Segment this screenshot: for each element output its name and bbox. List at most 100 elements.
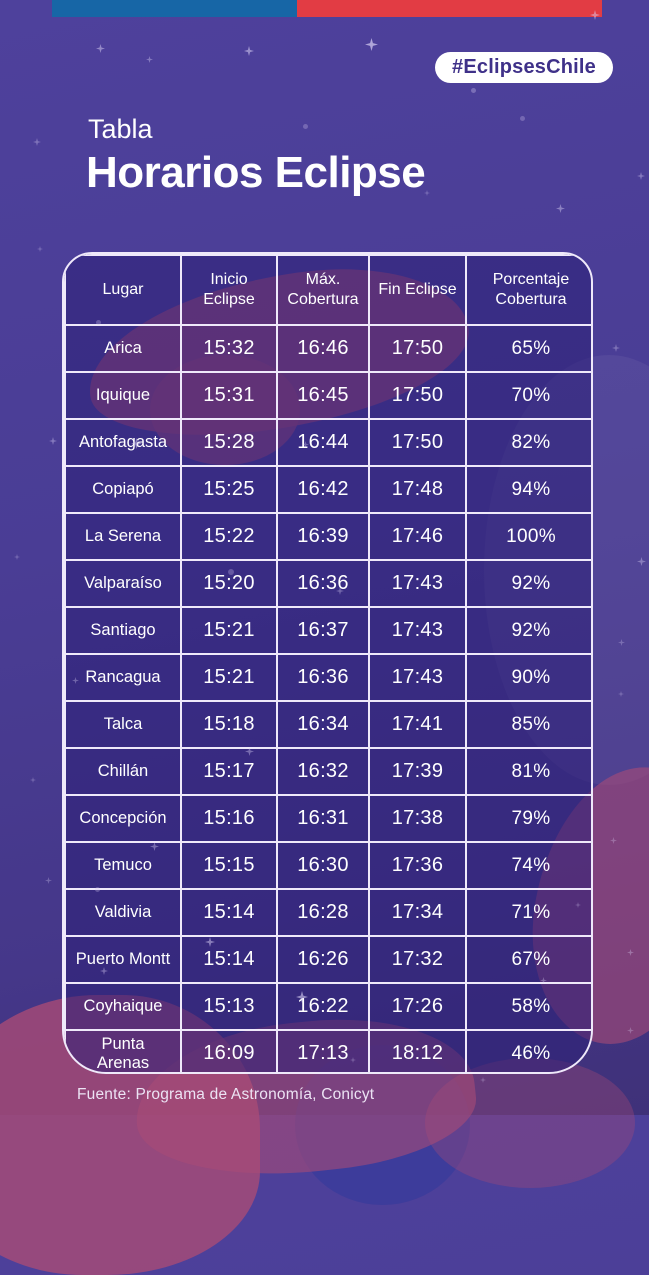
sparkle-icon [96,320,101,325]
fin-cell: 17:38 [368,794,467,843]
sparkle-icon [627,1027,634,1034]
table-row: Coyhaique 15:13 16:22 17:26 58% [64,982,591,1031]
inicio-cell: 15:25 [180,465,278,514]
fin-cell: 17:36 [368,841,467,890]
sparkle-icon [146,56,153,63]
inicio-cell: 15:18 [180,700,278,749]
table-row: Iquique 15:31 16:45 17:50 70% [64,371,591,420]
table-row: Arica 15:32 16:46 17:50 65% [64,324,591,373]
sparkle-icon [627,949,634,956]
inicio-cell: 15:14 [180,888,278,937]
sparkle-icon [244,46,254,56]
max-cobertura-cell: 16:45 [276,371,370,420]
city-cell: Concepción [64,794,182,843]
max-cobertura-cell: 16:32 [276,747,370,796]
city-cell: Arica [64,324,182,373]
fin-cell: 17:43 [368,559,467,608]
city-cell: Coyhaique [64,982,182,1031]
inicio-cell: 15:31 [180,371,278,420]
table-row: Santiago 15:21 16:37 17:43 92% [64,606,591,655]
sparkle-icon [131,438,142,449]
max-cobertura-cell: 16:44 [276,418,370,467]
table-row: Copiapó 15:25 16:42 17:48 94% [64,465,591,514]
sparkle-icon [365,38,378,51]
max-cobertura-cell: 16:26 [276,935,370,984]
inicio-cell: 15:16 [180,794,278,843]
porcentaje-cell: 65% [465,324,591,373]
porcentaje-cell: 71% [465,888,591,937]
sparkle-icon [350,1057,356,1063]
sparkle-icon [228,569,234,575]
porcentaje-cell: 92% [465,559,591,608]
sparkle-icon [49,437,57,445]
max-cobertura-cell: 16:31 [276,794,370,843]
sparkle-icon [302,441,309,448]
table-row: La Serena 15:22 16:39 17:46 100% [64,512,591,561]
max-cobertura-cell: 16:36 [276,653,370,702]
source-note: Fuente: Programa de Astronomía, Conicyt [77,1086,375,1103]
sparkle-icon [205,937,215,947]
title-block: Tabla Horarios Eclipse [86,114,426,198]
max-cobertura-cell: 16:42 [276,465,370,514]
city-cell: Punta Arenas [64,1029,182,1072]
eclipse-schedule: Lugar Inicio Eclipse Máx. Cobertura Fin … [64,254,591,1072]
fin-cell: 18:12 [368,1029,467,1072]
city-cell: Chillán [64,747,182,796]
fin-cell: 17:50 [368,324,467,373]
table-body: Arica 15:32 16:46 17:50 65% Iquique 15:31 16:45… [64,324,591,1072]
flag-blue-bar [52,0,297,17]
eclipse-table: Lugar Inicio Eclipse Máx. Cobertura Fin … [62,252,593,1074]
sparkle-icon [618,691,624,697]
city-cell: Antofagasta [64,418,182,467]
city-cell: Puerto Montt [64,935,182,984]
max-cobertura-cell: 16:46 [276,324,370,373]
sparkle-icon [520,116,525,121]
sparkle-icon [424,190,430,196]
porcentaje-cell: 100% [465,512,591,561]
table-row: Rancagua 15:21 16:36 17:43 90% [64,653,591,702]
table-row: Punta Arenas 16:09 17:13 18:12 46% [64,1029,591,1072]
top-bar [52,0,602,17]
fin-cell: 17:43 [368,606,467,655]
inicio-cell: 15:21 [180,606,278,655]
table-row: Concepción 15:16 16:31 17:38 79% [64,794,591,843]
hashtag-badge: #EclipsesChile [435,52,613,83]
sparkle-icon [637,557,646,566]
sparkle-icon [540,977,547,984]
table-row: Chillán 15:17 16:32 17:39 81% [64,747,591,796]
fin-cell: 17:48 [368,465,467,514]
inicio-cell: 15:14 [180,935,278,984]
inicio-cell: 15:22 [180,512,278,561]
sparkle-icon [72,677,79,684]
fin-cell: 17:50 [368,418,467,467]
porcentaje-cell: 90% [465,653,591,702]
fin-cell: 17:32 [368,935,467,984]
inicio-cell: 16:09 [180,1029,278,1072]
fin-cell: 17:50 [368,371,467,420]
table-header-row: Lugar Inicio Eclipse Máx. Cobertura Fin … [64,254,591,326]
porcentaje-cell: 67% [465,935,591,984]
city-cell: Valparaíso [64,559,182,608]
fin-cell: 17:46 [368,512,467,561]
sparkle-icon [618,639,625,646]
sparkle-icon [33,138,41,146]
sparkle-icon [95,887,100,892]
sparkle-icon [612,344,620,352]
sparkle-icon [590,10,600,20]
sparkle-icon [471,88,476,93]
inicio-cell: 15:15 [180,841,278,890]
col-header-porcentaje-cobertura: Porcentaje Cobertura [465,254,591,326]
city-cell: Temuco [64,841,182,890]
flag-red-bar [297,0,602,17]
porcentaje-cell: 82% [465,418,591,467]
inicio-cell: 15:21 [180,653,278,702]
max-cobertura-cell: 16:34 [276,700,370,749]
fin-cell: 17:39 [368,747,467,796]
table-row: Valparaíso 15:20 16:36 17:43 92% [64,559,591,608]
col-header-inicio-eclipse: Inicio Eclipse [180,254,278,326]
sparkle-icon [96,44,105,53]
fin-cell: 17:26 [368,982,467,1031]
porcentaje-cell: 81% [465,747,591,796]
city-cell: Iquique [64,371,182,420]
porcentaje-cell: 70% [465,371,591,420]
